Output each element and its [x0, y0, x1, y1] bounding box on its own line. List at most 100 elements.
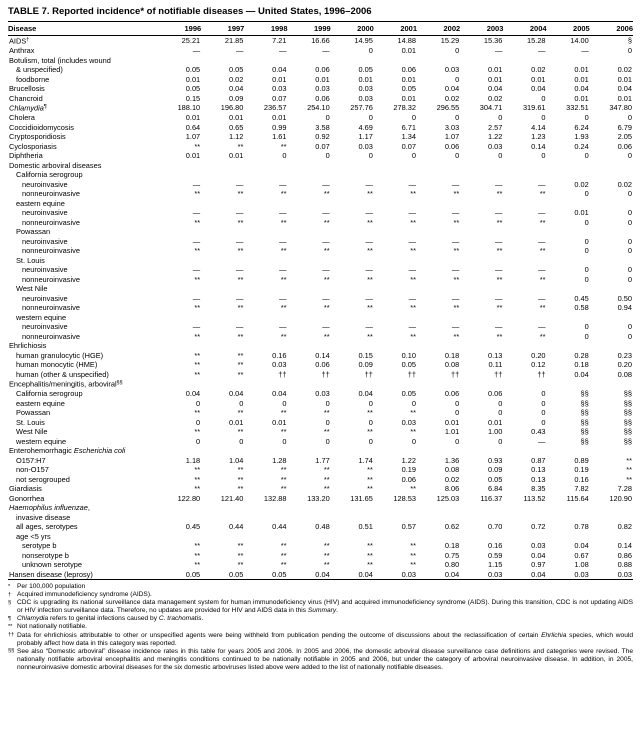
disease-label: neuroinvasive	[8, 180, 158, 190]
disease-label: non-O157	[8, 465, 158, 475]
disease-name-text: neuroinvasive	[22, 322, 68, 331]
disease-label: Gonorrhea	[8, 494, 158, 504]
value-cell: 0.09	[358, 360, 373, 369]
disease-label: St. Louis	[8, 418, 158, 428]
value-cell: 2.05	[617, 132, 632, 141]
value-cell: 3.58	[315, 122, 330, 132]
year-column-header: 1997	[201, 21, 245, 36]
value-cell: §§	[580, 427, 589, 436]
value-cell: **	[194, 408, 201, 417]
value-cell: **	[237, 141, 244, 151]
value-cell: **	[194, 217, 201, 227]
value-cell: 296.55	[436, 103, 460, 113]
value-cell	[547, 256, 590, 266]
value-cell	[158, 503, 201, 513]
value-cell: **	[237, 550, 244, 560]
value-cell: §§	[623, 408, 632, 417]
value-cell	[417, 313, 460, 323]
value-cell: **	[237, 217, 244, 227]
value-cell: —	[235, 208, 244, 217]
disease-name-text: non-O157	[16, 465, 49, 474]
disease-row: Giardiasis ** ** ** ** ** ** 8.06 6.84 8.35 7.82 7.…	[8, 484, 633, 494]
disease-name-text: West Nile	[16, 284, 48, 293]
value-cell	[503, 56, 546, 66]
value-cell: —	[365, 208, 373, 217]
value-cell: 6.24	[574, 122, 589, 132]
value-cell: 0.80	[444, 560, 460, 569]
section-header-row: Haemophilus influenzae,	[8, 503, 633, 513]
value-cell	[158, 379, 201, 389]
table-title: TABLE 7. Reported incidence* of notifiab…	[8, 6, 372, 17]
value-cell	[374, 446, 417, 456]
value-cell: 0.18	[444, 541, 460, 550]
value-cell	[201, 170, 244, 180]
value-cell: —	[192, 322, 201, 331]
disease-label: not serogrouped	[8, 475, 158, 485]
value-cell	[547, 446, 590, 456]
footnote: § CDC is upgrading its national surveilla…	[8, 599, 633, 615]
value-cell	[201, 503, 244, 513]
value-cell: 0.01	[185, 151, 201, 160]
value-cell: 1.36	[444, 455, 460, 465]
value-cell	[417, 284, 460, 294]
value-cell	[503, 284, 546, 294]
value-cell: 15.28	[527, 36, 546, 46]
value-cell: 0	[498, 113, 503, 122]
value-cell	[158, 227, 201, 237]
disease-name-text: serotype b	[22, 541, 57, 550]
value-cell	[547, 341, 590, 351]
disease-name-text: Gonorrhea	[9, 493, 45, 503]
value-cell	[590, 341, 633, 351]
value-cell: **	[280, 303, 287, 312]
value-cell	[460, 532, 503, 542]
value-cell: —	[538, 322, 546, 331]
value-cell	[547, 313, 590, 323]
value-cell: 1.34	[401, 132, 417, 141]
value-cell: 6.79	[617, 122, 632, 132]
value-cell: 14.88	[397, 36, 417, 46]
disease-label: Anthrax	[8, 46, 158, 56]
value-cell: **	[237, 484, 244, 493]
disease-row: Gonorrhea 122.80 121.40 132.88 133.20 131.65 1…	[8, 494, 633, 504]
disease-row: Chancroid 0.15 0.09 0.07 0.06 0.03 0.01 0.02 0.0…	[8, 94, 633, 104]
section-header-row: invasive disease	[8, 513, 633, 523]
value-cell: —	[451, 208, 460, 217]
footnote: † Acquired immunodeficiency syndrome (AID…	[8, 591, 633, 599]
value-cell: 0.20	[617, 360, 632, 369]
footnote-symbol: ¶	[8, 615, 12, 622]
value-cell: **	[367, 246, 373, 255]
value-cell: **	[237, 369, 244, 379]
value-cell: 0	[584, 322, 589, 331]
disease-row: Brucellosis 0.05 0.04 0.03 0.03 0.03 0.05 0.04 0…	[8, 84, 633, 94]
value-cell: **	[237, 474, 244, 484]
value-cell: 6.84	[487, 484, 503, 493]
disease-label: eastern equine	[8, 399, 158, 409]
value-cell	[201, 341, 244, 351]
value-cell: 1.22	[487, 132, 503, 141]
value-cell: —	[192, 46, 201, 55]
value-cell: 0.06	[315, 65, 330, 74]
disease-label: nonneuroinvasive	[8, 246, 158, 256]
footnote-text: C. trachomatis	[158, 615, 202, 623]
value-cell: **	[237, 541, 244, 550]
value-cell	[417, 503, 460, 513]
value-cell: **	[367, 331, 373, 341]
value-cell: 0.04	[358, 389, 373, 398]
value-cell	[201, 256, 244, 266]
value-cell: 121.40	[220, 493, 244, 503]
value-cell: 0	[584, 236, 589, 246]
value-cell: 0.02	[617, 179, 632, 189]
footnote-symbol: **	[8, 623, 13, 630]
value-cell: 1.12	[228, 132, 244, 141]
footnote-text: Ehrlichia	[541, 631, 567, 639]
value-cell: **	[539, 303, 546, 312]
value-cell: 0	[455, 46, 460, 55]
value-cell: **	[323, 465, 330, 474]
value-cell	[547, 170, 590, 180]
value-cell: **	[194, 541, 201, 550]
value-cell: —	[494, 179, 503, 189]
disease-name-text: St. Louis	[16, 417, 45, 427]
value-cell	[460, 284, 503, 294]
value-cell: 0	[498, 151, 503, 160]
disease-row: neuroinvasive — — — — — — — — — 0 0	[8, 265, 633, 275]
